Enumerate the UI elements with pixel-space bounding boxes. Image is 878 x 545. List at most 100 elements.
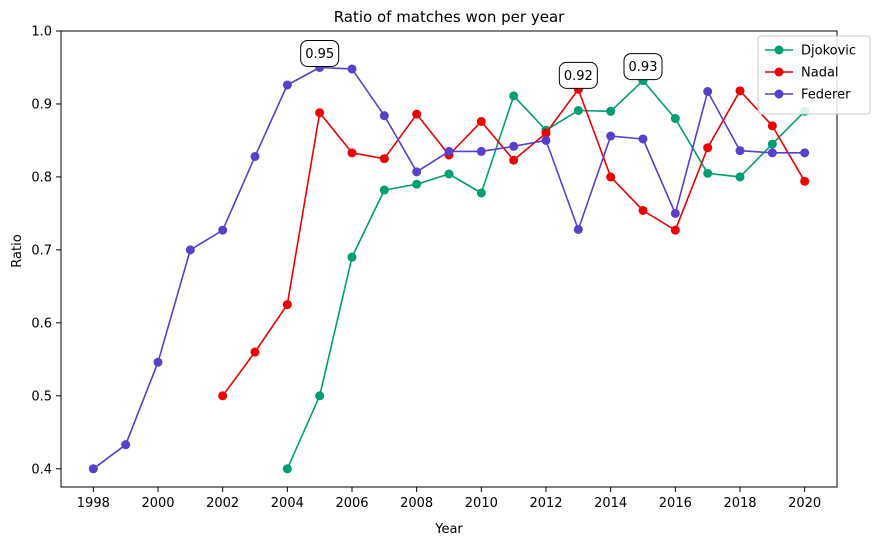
annotation: 0.92 <box>558 61 598 89</box>
x-tick-label: 2008 <box>400 496 433 511</box>
data-point-federer <box>638 134 648 144</box>
annotation-label: 0.92 <box>564 69 593 84</box>
annotation-box <box>623 53 663 81</box>
annotation-label: 0.95 <box>305 47 334 62</box>
data-point-nadal <box>218 391 228 401</box>
chart-title: Ratio of matches won per year <box>334 8 565 26</box>
data-point-federer <box>185 245 195 255</box>
data-point-nadal <box>670 225 680 235</box>
plot-frame <box>60 30 838 488</box>
legend-label: Djokovic <box>801 44 856 59</box>
legend: Djokovic Nadal Federer <box>757 35 871 115</box>
data-point-nadal <box>412 109 422 119</box>
data-point-federer <box>800 148 810 158</box>
data-point-djokovic <box>606 106 616 116</box>
annotation-box <box>558 61 598 89</box>
data-point-nadal <box>800 176 810 186</box>
y-tick-label: 0.6 <box>31 316 52 331</box>
data-point-nadal <box>379 154 389 164</box>
annotation: 0.93 <box>623 53 663 81</box>
series-line-federer <box>92 66 805 470</box>
data-point-nadal <box>541 128 551 138</box>
data-point-nadal <box>735 86 745 96</box>
data-point-djokovic <box>703 168 713 178</box>
axes: 1998 2000 2002 2004 2006 2008 2010 2012 2014 2016… <box>31 25 838 511</box>
data-point-nadal <box>282 300 292 310</box>
data-point-nadal <box>315 108 325 118</box>
annotations: 0.95 0.92 0.93 <box>300 39 663 89</box>
data-point-djokovic <box>347 252 357 262</box>
data-point-djokovic <box>670 114 680 124</box>
data-point-federer <box>379 111 389 121</box>
y-tick-label: 1.0 <box>31 25 52 40</box>
legend-swatch-marker <box>774 45 784 55</box>
data-point-federer <box>767 148 777 158</box>
x-tick-label: 2018 <box>723 496 756 511</box>
data-point-federer <box>703 87 713 97</box>
data-point-federer <box>412 167 422 177</box>
series-line-nadal <box>222 88 806 397</box>
x-tick-label: 2012 <box>529 496 562 511</box>
data-point-federer <box>347 64 357 74</box>
y-tick-label: 0.4 <box>31 462 52 477</box>
y-axis-label: Ratio <box>10 234 25 267</box>
data-point-nadal <box>767 121 777 131</box>
y-tick-label: 0.7 <box>31 243 52 258</box>
legend-item-federer: Federer <box>765 88 851 103</box>
series-lines <box>88 62 810 474</box>
legend-label: Federer <box>801 88 851 103</box>
data-point-federer <box>670 208 680 218</box>
annotation-box <box>300 39 340 67</box>
y-tick-label: 0.5 <box>31 389 52 404</box>
data-point-federer <box>250 151 260 161</box>
data-point-nadal <box>606 172 616 182</box>
y-tick-label: 0.8 <box>31 170 52 185</box>
legend-swatch-marker <box>774 89 784 99</box>
data-point-federer <box>444 146 454 156</box>
data-point-djokovic <box>573 106 583 116</box>
x-tick-label: 2004 <box>271 496 304 511</box>
x-tick-label: 2020 <box>788 496 821 511</box>
y-tick-label: 0.9 <box>31 97 52 112</box>
data-point-djokovic <box>444 169 454 179</box>
data-point-djokovic <box>315 391 325 401</box>
data-point-federer <box>153 357 163 367</box>
data-point-nadal <box>250 347 260 357</box>
x-tick-label: 2014 <box>594 496 627 511</box>
x-tick-label: 2000 <box>141 496 174 511</box>
data-point-federer <box>218 225 228 235</box>
data-point-djokovic <box>767 139 777 149</box>
x-tick-label: 2002 <box>206 496 239 511</box>
data-point-federer <box>476 146 486 156</box>
data-point-federer <box>606 131 616 141</box>
x-axis-label: Year <box>434 522 463 537</box>
legend-label: Nadal <box>801 66 839 81</box>
legend-item-nadal: Nadal <box>765 66 839 81</box>
data-point-djokovic <box>412 179 422 189</box>
x-tick-label: 2010 <box>465 496 498 511</box>
legend-item-djokovic: Djokovic <box>765 44 856 59</box>
data-point-federer <box>282 80 292 90</box>
series-federer <box>88 62 810 474</box>
data-point-federer <box>573 224 583 234</box>
data-point-djokovic <box>509 91 519 101</box>
data-point-federer <box>121 440 131 450</box>
data-point-federer <box>509 141 519 151</box>
data-point-djokovic <box>282 464 292 474</box>
data-point-nadal <box>476 116 486 126</box>
x-tick-label: 2016 <box>659 496 692 511</box>
data-point-djokovic <box>379 185 389 195</box>
data-point-federer <box>541 135 551 145</box>
data-point-nadal <box>703 143 713 153</box>
data-point-federer <box>735 146 745 156</box>
x-tick-label: 1998 <box>77 496 110 511</box>
data-point-djokovic <box>735 172 745 182</box>
legend-swatch-marker <box>774 67 784 77</box>
data-point-federer <box>88 464 98 474</box>
annotation: 0.95 <box>300 39 340 67</box>
data-point-nadal <box>509 155 519 165</box>
data-point-nadal <box>347 148 357 158</box>
data-point-nadal <box>638 205 648 215</box>
x-tick-label: 2006 <box>335 496 368 511</box>
